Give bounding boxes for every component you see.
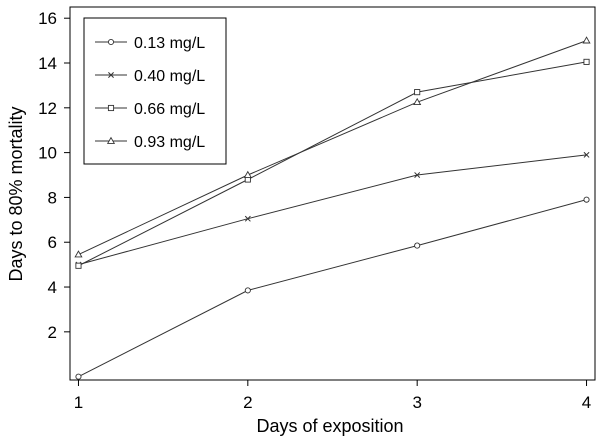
data-point — [244, 287, 251, 294]
legend-label: 0.13 mg/L — [134, 35, 205, 52]
legend-label: 0.93 mg/L — [134, 134, 205, 151]
y-axis-ticks: 2 4 6 8 10 12 14 16 — [38, 9, 70, 342]
legend-item: 0.13 mg/L — [95, 35, 205, 52]
data-point — [75, 373, 82, 380]
x-axis-ticks: 1 2 3 4 — [74, 380, 591, 412]
x-tick-label: 2 — [243, 393, 252, 412]
series-line — [78, 199, 587, 378]
x-tick-label: 1 — [74, 393, 83, 412]
data-point — [75, 262, 82, 269]
series-circle — [75, 196, 590, 380]
series-triangle — [74, 36, 591, 258]
data-point — [583, 196, 590, 203]
series-line — [78, 40, 587, 255]
legend-items: 0.13 mg/L 0.40 mg/L 0.66 mg/L 0.93 mg/L — [95, 35, 205, 151]
legend: 0.13 mg/L 0.40 mg/L 0.66 mg/L 0.93 mg/L — [83, 17, 227, 165]
y-tick-label: 16 — [38, 9, 57, 28]
legend-marker — [107, 38, 115, 46]
y-tick-label: 8 — [48, 188, 57, 207]
series-square — [75, 58, 590, 269]
data-point — [583, 58, 590, 65]
y-tick-label: 10 — [38, 144, 57, 163]
series-cross — [75, 151, 590, 268]
data-point — [74, 250, 83, 258]
y-tick-label: 2 — [48, 323, 57, 342]
series-line — [78, 154, 587, 266]
data-point — [582, 36, 591, 44]
data-point — [413, 97, 422, 106]
legend-marker — [106, 136, 116, 144]
data-point — [414, 242, 421, 249]
y-tick-label: 14 — [38, 54, 57, 73]
series-layer — [74, 36, 591, 380]
legend-item: 0.40 mg/L — [95, 68, 205, 85]
data-point — [583, 151, 590, 158]
legend-label: 0.66 mg/L — [134, 101, 205, 118]
data-point — [243, 170, 252, 178]
legend-label: 0.40 mg/L — [134, 68, 205, 85]
data-point — [414, 89, 421, 96]
legend-item: 0.93 mg/L — [95, 134, 205, 151]
x-tick-label: 3 — [412, 393, 421, 412]
x-axis-title: Days of exposition — [256, 416, 403, 436]
x-tick-label: 4 — [582, 393, 591, 412]
data-point — [244, 215, 251, 222]
y-tick-label: 12 — [38, 99, 57, 118]
plot-frame — [69, 6, 596, 381]
data-point — [414, 172, 421, 178]
y-tick-label: 6 — [48, 233, 57, 252]
y-axis-title: Days to 80% mortality — [6, 106, 26, 281]
legend-marker — [107, 104, 115, 112]
series-line — [78, 61, 587, 267]
legend-item: 0.66 mg/L — [95, 101, 205, 118]
legend-marker — [108, 72, 114, 78]
y-tick-label: 4 — [48, 278, 57, 297]
